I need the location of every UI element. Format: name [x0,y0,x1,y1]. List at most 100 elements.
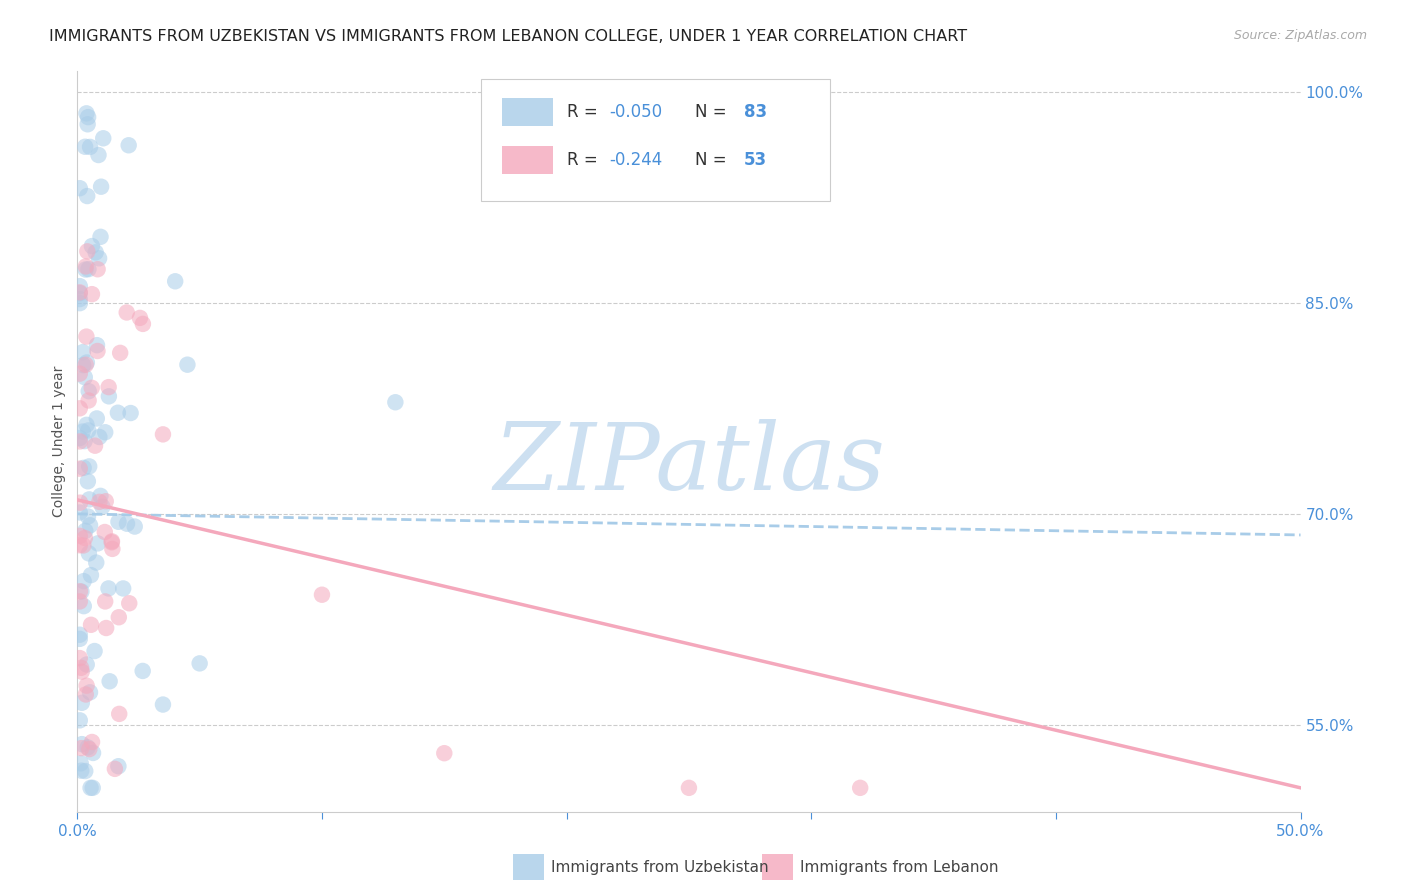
Point [73,434,96,449]
Point [79,518,101,533]
Point [849,780,872,795]
Point [89,495,111,509]
Point [98,674,121,689]
Point [115,516,138,531]
Point [69,431,91,445]
Point [129,310,152,325]
Point [86,343,108,358]
Point [131,664,153,678]
Point [69,714,91,728]
Point [311,588,333,602]
Point [75,688,97,702]
Point [69,401,91,416]
Point [79,685,101,699]
Point [77,110,100,124]
Point [97,582,120,596]
Point [678,780,700,795]
Text: Source: ZipAtlas.com: Source: ZipAtlas.com [1233,29,1367,42]
Point [433,746,456,760]
Point [69,279,91,293]
Point [75,260,97,274]
Point [112,582,135,596]
Text: 53: 53 [744,152,768,169]
Point [124,519,146,533]
Point [100,535,122,549]
Point [152,427,174,442]
Point [101,534,124,549]
Point [80,287,103,301]
Point [69,756,91,771]
Point [77,509,100,524]
Point [75,329,97,343]
Point [69,296,91,310]
Point [69,292,91,306]
Y-axis label: College, Under 1 year: College, Under 1 year [52,366,66,517]
Point [69,434,91,449]
Point [94,594,117,608]
Point [70,584,93,599]
Point [77,424,100,438]
Text: 83: 83 [744,103,768,121]
Point [75,524,97,538]
Point [75,262,97,277]
Point [84,439,107,453]
Point [91,500,114,514]
Point [72,358,94,372]
Point [82,780,104,795]
Point [115,305,138,319]
Point [76,244,98,259]
Point [69,651,91,665]
Point [152,698,174,712]
Point [83,644,105,658]
Text: N =: N = [695,152,733,169]
Point [104,762,127,776]
Point [69,286,91,301]
Point [75,106,97,120]
Text: Immigrants from Lebanon: Immigrants from Lebanon [800,860,998,874]
Point [120,406,142,420]
Point [72,345,94,359]
Point [76,475,98,489]
FancyBboxPatch shape [481,78,830,201]
Point [86,338,108,352]
Point [108,706,131,721]
Point [80,381,103,395]
Point [76,657,98,672]
Point [77,262,100,277]
Point [69,496,91,510]
FancyBboxPatch shape [502,146,553,174]
Point [76,740,98,755]
Point [107,759,129,773]
Point [76,355,98,369]
Point [94,524,117,539]
Point [79,780,101,795]
Point [118,138,141,153]
Point [82,746,104,760]
Text: IMMIGRANTS FROM UZBEKISTAN VS IMMIGRANTS FROM LEBANON COLLEGE, UNDER 1 YEAR CORR: IMMIGRANTS FROM UZBEKISTAN VS IMMIGRANTS… [49,29,967,44]
Point [69,461,91,475]
Point [70,696,93,710]
Point [90,179,112,194]
Point [188,657,211,671]
Point [176,358,198,372]
Point [80,617,103,632]
Point [79,140,101,154]
Point [89,489,111,503]
Point [69,584,91,599]
Point [89,229,111,244]
Point [69,628,91,642]
Point [107,610,129,624]
Point [70,661,93,675]
FancyBboxPatch shape [502,98,553,126]
Point [69,538,91,552]
Point [97,380,120,394]
Text: Immigrants from Uzbekistan: Immigrants from Uzbekistan [551,860,769,874]
Point [69,529,91,543]
Point [94,425,117,440]
Point [87,252,110,266]
Point [77,546,100,560]
Point [107,406,129,420]
Point [69,367,91,381]
Point [165,274,187,288]
Point [70,764,93,778]
